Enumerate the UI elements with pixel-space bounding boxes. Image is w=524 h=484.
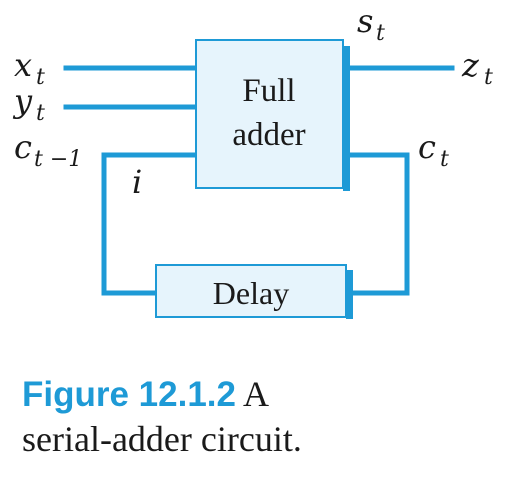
label-y-sub: t (36, 101, 45, 126)
label-c-sub: t (440, 147, 449, 172)
full-adder-label-line1: Full (242, 73, 295, 109)
delay-label: Delay (213, 275, 289, 311)
full-adder-label-line2: adder (232, 117, 305, 153)
label-y-t: y t (12, 82, 45, 126)
label-z-sub: t (484, 65, 493, 90)
delay-box (155, 264, 347, 318)
figure-number: Figure 12.1.2 (22, 375, 236, 414)
caption-text-1: A (243, 374, 269, 414)
serial-adder-diagram: Full adder Delay x t y t c t −1 s t z t … (12, 2, 493, 319)
wires (63, 65, 455, 296)
label-z-t: z t (461, 46, 493, 90)
label-y-var: y (12, 82, 33, 120)
label-cprev-sub: t −1 (34, 147, 82, 172)
label-c-t-minus-1: c t −1 (14, 128, 82, 172)
delay-block: Delay (155, 264, 353, 319)
wire-carry-feedback-out (347, 152, 410, 296)
delay-shadow (346, 270, 353, 319)
label-c-var: c (418, 128, 436, 166)
label-s-sub: t (376, 21, 385, 46)
full-adder-shadow (343, 46, 350, 191)
caption-text-2: serial-adder circuit. (22, 419, 302, 459)
label-s-var: s (357, 2, 373, 40)
label-z-var: z (461, 46, 480, 84)
label-cprev-var: c (14, 128, 32, 166)
label-x-var: x (14, 46, 32, 84)
label-node-i: i (132, 163, 142, 201)
caption-line-1: Figure 12.1.2 A (22, 372, 502, 417)
label-s-t: s t (357, 2, 385, 46)
label-x-sub: t (36, 65, 45, 90)
figure-caption: Figure 12.1.2 A serial-adder circuit. (22, 372, 502, 461)
full-adder-block: Full adder (195, 39, 350, 191)
label-c-t: c t (418, 128, 449, 172)
full-adder-box (195, 39, 344, 189)
label-x-t: x t (14, 46, 45, 90)
caption-line-2: serial-adder circuit. (22, 417, 502, 461)
wire-carry-feedback-in (101, 152, 199, 296)
